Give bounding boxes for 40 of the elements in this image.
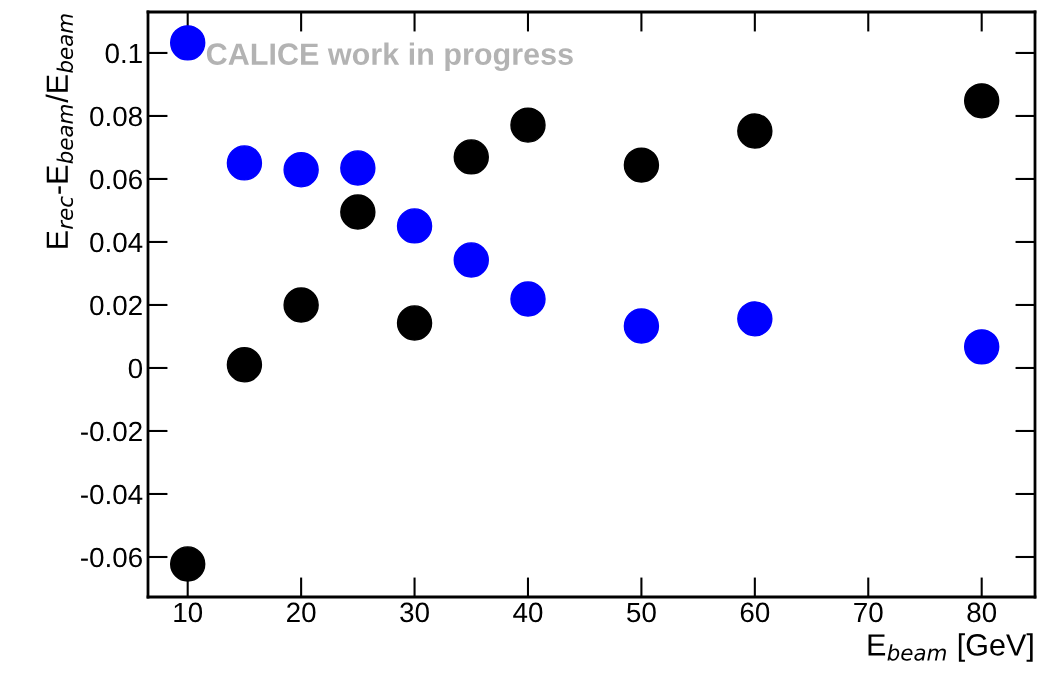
x-axis-title: E$_{beam}$ [GeV] (868, 633, 1033, 662)
point (963, 83, 1000, 119)
y-tick-label: 0 (128, 358, 143, 379)
y-tick-label: 0.06 (90, 169, 142, 190)
y-tick-label: -0.02 (81, 421, 142, 442)
point (963, 329, 1000, 365)
point (169, 546, 206, 582)
point (283, 152, 319, 188)
point (396, 305, 433, 341)
point (453, 139, 489, 175)
point (510, 107, 546, 143)
y-tick-label: 0.02 (90, 295, 142, 316)
point (169, 25, 206, 61)
point (453, 242, 489, 278)
y-tick-label: 0.04 (90, 232, 143, 253)
point (510, 281, 546, 317)
point (283, 287, 319, 323)
point (226, 145, 263, 181)
x-tick-label: 70 (854, 602, 883, 623)
point (396, 208, 433, 244)
point (340, 194, 376, 230)
x-tick-label: 50 (627, 602, 656, 623)
x-tick-label: 80 (967, 602, 997, 623)
point (623, 147, 660, 183)
point (623, 308, 660, 344)
y-tick-label: 0.08 (90, 106, 142, 127)
annotation: CALICE work in progress (206, 42, 573, 72)
y-axis-title: E$_{rec}$-E$_{beam}$/E$_{beam}$ (45, 14, 74, 248)
point (737, 113, 773, 149)
y-tick-label: 0.1 (105, 43, 142, 64)
x-tick-label: 20 (287, 602, 316, 623)
point (340, 150, 376, 186)
x-tick-label: 10 (174, 602, 203, 623)
point (737, 301, 773, 337)
x-tick-label: 40 (513, 602, 543, 623)
y-tick-label: -0.04 (81, 484, 143, 505)
x-tick-label: 30 (400, 602, 429, 623)
point (226, 347, 263, 383)
y-tick-label: -0.06 (81, 547, 142, 568)
x-tick-label: 60 (740, 602, 770, 623)
